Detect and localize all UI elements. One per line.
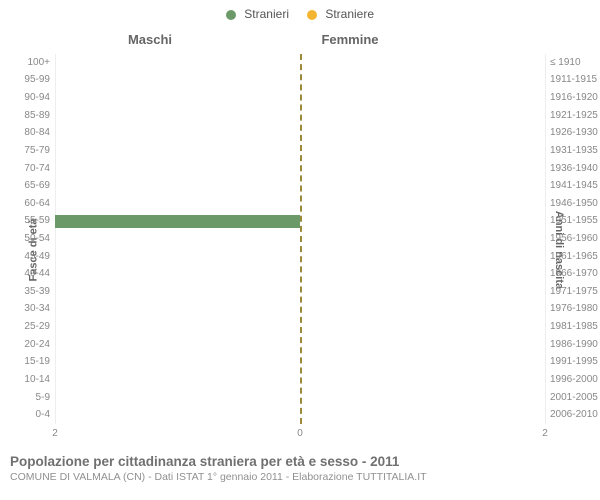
legend-dot-stranieri — [226, 10, 236, 20]
legend-item-straniere: Straniere — [307, 7, 374, 21]
y-tick-birth: 1946-1950 — [550, 199, 598, 209]
legend: Stranieri Straniere — [0, 0, 600, 28]
y-tick-birth: 1976-1980 — [550, 304, 598, 314]
y-tick-age: 25-29 — [24, 322, 50, 332]
legend-label-straniere: Straniere — [325, 7, 374, 21]
x-axis-ticks: 2 0 2 — [55, 428, 545, 444]
y-tick-age: 0-4 — [36, 410, 50, 420]
chart-subtitle: COMUNE DI VALMALA (CN) - Dati ISTAT 1° g… — [10, 471, 590, 483]
y-tick-birth: 1936-1940 — [550, 164, 598, 174]
x-tick: 2 — [52, 428, 58, 439]
y-tick-age: 65-69 — [24, 181, 50, 191]
y-tick-birth: 2006-2010 — [550, 410, 598, 420]
y-tick-age: 55-59 — [24, 216, 50, 226]
y-axis-left-ticks: 100+ 95-99 90-94 85-89 80-84 75-79 70-74 65-69 6… — [0, 54, 54, 424]
y-tick-age: 20-24 — [24, 340, 50, 350]
caption: Popolazione per cittadinanza straniera p… — [0, 450, 600, 483]
y-tick-age: 40-44 — [24, 269, 50, 279]
y-tick-birth: 1986-1990 — [550, 340, 598, 350]
y-tick-age: 10-14 — [24, 375, 50, 385]
y-tick-birth: 1911-1915 — [550, 75, 597, 85]
y-tick-age: 90-94 — [24, 93, 50, 103]
legend-label-stranieri: Stranieri — [244, 7, 289, 21]
y-axis-right-ticks: ≤ 1910 1911-1915 1916-1920 1921-1925 1926-19… — [546, 54, 600, 424]
y-tick-birth: 1926-1930 — [550, 128, 598, 138]
y-tick-birth: 1941-1945 — [550, 181, 598, 191]
y-tick-age: 80-84 — [24, 128, 50, 138]
header-femmine: Femmine — [255, 32, 500, 47]
y-tick-age: 85-89 — [24, 111, 50, 121]
y-tick-age: 35-39 — [24, 287, 50, 297]
y-tick-age: 50-54 — [24, 234, 50, 244]
y-tick-birth: 2001-2005 — [550, 393, 598, 403]
y-tick-birth: 1971-1975 — [550, 287, 598, 297]
header-maschi: Maschi — [0, 32, 245, 47]
y-tick-age: 70-74 — [24, 164, 50, 174]
y-tick-birth: 1916-1920 — [550, 93, 598, 103]
plot-region — [55, 54, 545, 424]
y-tick-age: 15-19 — [24, 357, 50, 367]
y-tick-age: 95-99 — [24, 75, 50, 85]
y-tick-birth: 1921-1925 — [550, 111, 598, 121]
y-tick-birth: 1956-1960 — [550, 234, 598, 244]
y-tick-age: 75-79 — [24, 146, 50, 156]
chart-area: Fasce di età Anni di nascita 100+95-9990… — [0, 50, 600, 450]
bar-male — [55, 215, 300, 228]
y-tick-birth: 1991-1995 — [550, 357, 598, 367]
y-tick-birth: 1996-2000 — [550, 375, 598, 385]
y-tick-age: 60-64 — [24, 199, 50, 209]
x-tick: 2 — [542, 428, 548, 439]
y-tick-birth: 1951-1955 — [550, 216, 598, 226]
y-tick-birth: 1966-1970 — [550, 269, 598, 279]
y-tick-birth: 1961-1965 — [550, 252, 598, 262]
y-tick-birth: 1981-1985 — [550, 322, 598, 332]
x-tick: 0 — [297, 428, 303, 439]
y-tick-birth: ≤ 1910 — [550, 58, 581, 68]
y-tick-age: 5-9 — [36, 393, 50, 403]
column-headers: Maschi Femmine — [0, 28, 600, 50]
legend-dot-straniere — [307, 10, 317, 20]
y-tick-age: 45-49 — [24, 252, 50, 262]
gridline — [55, 54, 56, 424]
legend-item-stranieri: Stranieri — [226, 7, 289, 21]
y-tick-birth: 1931-1935 — [550, 146, 598, 156]
center-divider — [300, 54, 302, 424]
y-tick-age: 30-34 — [24, 304, 50, 314]
y-tick-age: 100+ — [27, 58, 50, 68]
chart-title: Popolazione per cittadinanza straniera p… — [10, 454, 590, 469]
gridline — [545, 54, 546, 424]
